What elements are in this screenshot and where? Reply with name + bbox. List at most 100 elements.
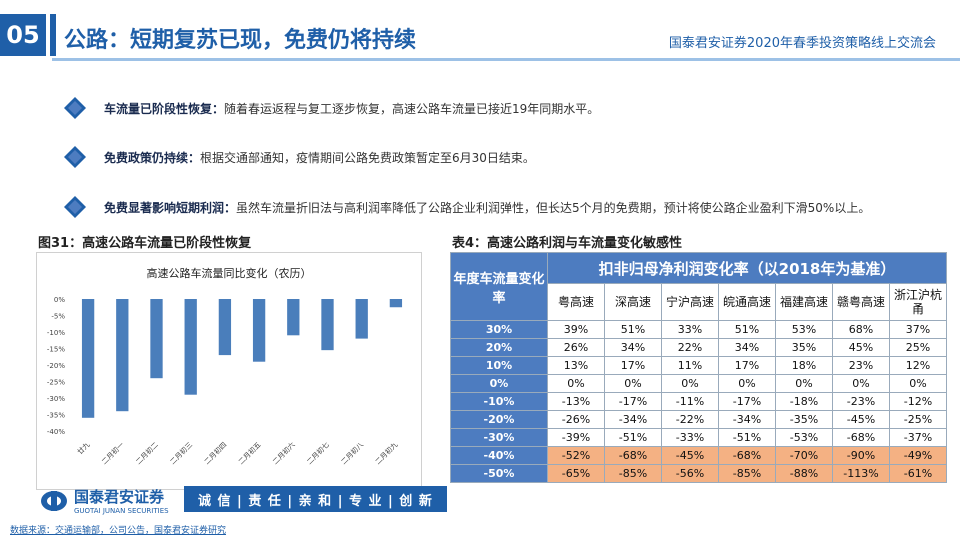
chart-bar (184, 299, 197, 395)
logo-english-name: GUOTAI JUNAN SECURITIES (74, 507, 169, 515)
table-column-header: 粤高速 (547, 283, 605, 321)
table-row-header: -10% (450, 392, 548, 411)
bullet-bold: 免费显著影响短期利润： (104, 200, 237, 215)
bullet-text: 随着春运返程与复工逐步恢复，高速公路车流量已接近19年同期水平。 (224, 101, 600, 116)
table-cell: 18% (775, 356, 833, 375)
table-column-header: 宁沪高速 (661, 283, 719, 321)
table-cell: -22% (661, 410, 719, 429)
table-cell: 51% (718, 320, 776, 339)
table-cell: 17% (604, 356, 662, 375)
table-cell: -61% (889, 464, 947, 483)
x-tick-label: 二月初九 (373, 440, 399, 466)
table-cell: 26% (547, 338, 605, 357)
table-cell: 53% (775, 320, 833, 339)
table-row-header: -30% (450, 428, 548, 447)
bar-chart: 0%-5%-10%-15%-20%-25%-30%-35%-40%廿九 二月初一二… (47, 296, 403, 466)
table-column-header: 赣粤高速 (832, 283, 890, 321)
table-cell: -33% (661, 428, 719, 447)
table-cell: -51% (718, 428, 776, 447)
bullet-item: 车流量已阶段性恢复： 随着春运返程与复工逐步恢复，高速公路车流量已接近19年同期水… (64, 97, 944, 119)
table-cell: -23% (832, 392, 890, 411)
table-cell: -26% (547, 410, 605, 429)
table-main-header: 扣非归母净利润变化率（以2018年为基准） (547, 252, 947, 284)
table-cell: -34% (718, 410, 776, 429)
table-cell: -113% (832, 464, 890, 483)
page-title: 公路：短期复苏已现，免费仍将持续 (64, 28, 417, 53)
table-row: -30% -39% -51% -33% -51% -53% -68% -37% (450, 428, 947, 447)
table-cell: 0% (775, 374, 833, 393)
table-row: 0% 0% 0% 0% 0% 0% 0% 0% (450, 374, 947, 393)
table-row-header: 30% (450, 320, 548, 339)
chart-bar (116, 299, 129, 412)
table-row-header: 20% (450, 338, 548, 357)
y-tick-label: -10% (47, 329, 65, 337)
bullet-bold: 免费政策仍持续： (104, 150, 201, 165)
table-row: -40% -52% -68% -45% -68% -70% -90% -49% (450, 446, 947, 465)
table-cell: 34% (604, 338, 662, 357)
chart-title: 高速公路车流量同比变化（农历） (146, 267, 312, 280)
table-row-header: -20% (450, 410, 548, 429)
table-column-header: 皖通高速 (718, 283, 776, 321)
table-column-header: 深高速 (604, 283, 662, 321)
table-row-header: -50% (450, 464, 548, 483)
table-cell: 35% (775, 338, 833, 357)
y-tick-label: -15% (47, 346, 65, 354)
x-tick-label: 二月初八 (339, 440, 365, 466)
table-corner-header: 年度车流量变化率 (450, 252, 548, 321)
bullet-item: 免费显著影响短期利润： 虽然车流量折旧法与高利润率降低了公路企业利润弹性，但长达5… (64, 196, 944, 218)
bullet-bold: 车流量已阶段性恢复： (104, 101, 225, 116)
table-cell: 13% (547, 356, 605, 375)
table-cell: 0% (718, 374, 776, 393)
x-tick-label: 廿九 (75, 440, 91, 456)
y-tick-label: 0% (54, 296, 65, 304)
table-cell: -56% (661, 464, 719, 483)
chart-bar (81, 299, 95, 418)
table-row-header: 10% (450, 356, 548, 375)
table-cell: -68% (718, 446, 776, 465)
table-cell: 11% (661, 356, 719, 375)
table-cell: 0% (547, 374, 605, 393)
table-cell: -18% (775, 392, 833, 411)
chart-bar (150, 299, 163, 379)
table-cell: 0% (604, 374, 662, 393)
table-cell: -35% (775, 410, 833, 429)
header-divider (52, 58, 960, 61)
table-cell: -25% (889, 410, 947, 429)
table-column-header: 福建高速 (775, 283, 833, 321)
y-tick-label: -20% (47, 362, 65, 370)
table-cell: -49% (889, 446, 947, 465)
table-cell: -45% (661, 446, 719, 465)
company-motto: 诚 信 | 责 任 | 亲 和 | 专 业 | 创 新 (184, 486, 447, 512)
table-cell: 34% (718, 338, 776, 357)
table-cell: -70% (775, 446, 833, 465)
chart-bar (355, 299, 368, 339)
x-tick-label: 二月初三 (168, 440, 194, 466)
y-tick-label: -35% (47, 412, 65, 420)
table-cell: 17% (718, 356, 776, 375)
table-cell: 25% (889, 338, 947, 357)
table-cell: 33% (661, 320, 719, 339)
chart-bar (218, 299, 232, 356)
table-cell: -45% (832, 410, 890, 429)
chart-bar (252, 299, 266, 362)
table-row: -20% -26% -34% -22% -34% -35% -45% -25% (450, 410, 947, 429)
table-caption: 表4：高速公路利润与车流量变化敏感性 (452, 236, 683, 251)
table-cell: -65% (547, 464, 605, 483)
y-tick-label: -25% (47, 379, 65, 387)
table-cell: 0% (832, 374, 890, 393)
table-cell: 51% (604, 320, 662, 339)
chart-bar (389, 299, 403, 308)
x-tick-label: 二月初一 (100, 440, 126, 466)
table-row: -50% -65% -85% -56% -85% -88% -113% -61% (450, 464, 947, 483)
table-cell: 0% (661, 374, 719, 393)
table-cell: -17% (604, 392, 662, 411)
logo-name: 国泰君安证券 (74, 488, 165, 506)
table-cell: 37% (889, 320, 947, 339)
x-tick-label: 二月初六 (271, 440, 297, 466)
diamond-bullet-icon (64, 196, 86, 218)
chart-bar (287, 299, 300, 336)
table-cell: 12% (889, 356, 947, 375)
table-row: 10% 13% 17% 11% 17% 18% 23% 12% (450, 356, 947, 375)
y-tick-label: -40% (47, 428, 65, 436)
company-logo: 国泰君安证券 GUOTAI JUNAN SECURITIES (40, 486, 169, 515)
